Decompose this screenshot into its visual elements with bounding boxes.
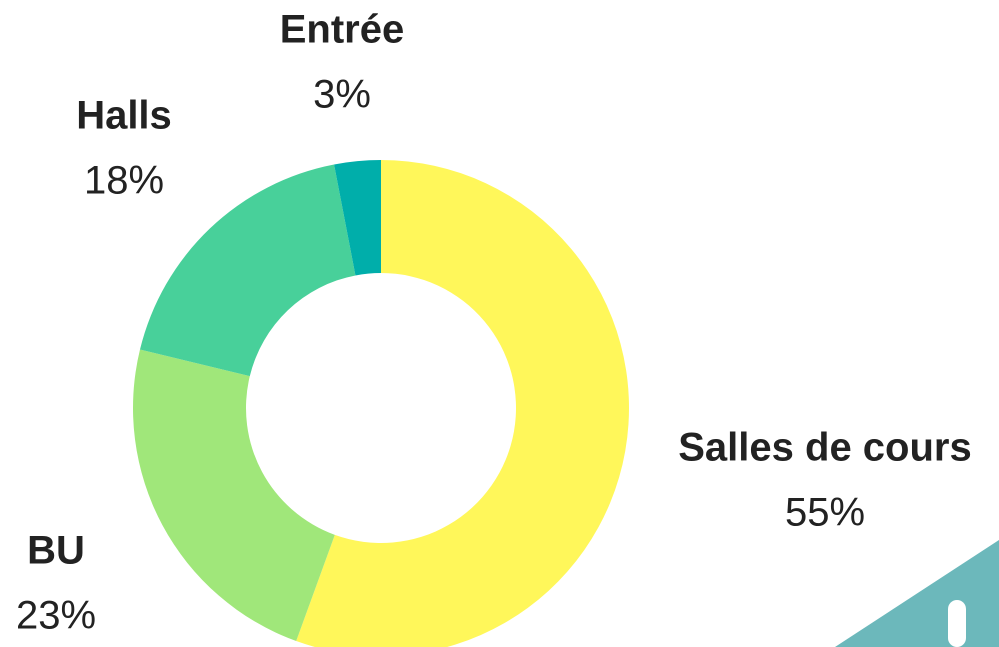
decoration: [835, 540, 999, 647]
decoration: [948, 600, 966, 647]
slice-value-label: 23%: [16, 594, 96, 638]
slice-value-label: 18%: [84, 159, 164, 203]
slice-name: Salles de cours: [678, 426, 971, 470]
slice-name: BU: [27, 529, 85, 573]
slice-value-label: 55%: [785, 491, 865, 535]
slice-name: Halls: [76, 94, 172, 138]
donut-slice: [334, 160, 381, 276]
slice-name: Entrée: [280, 8, 405, 52]
donut-slice: [133, 349, 335, 642]
donut-slice: [296, 160, 629, 647]
slice-value-label: 3%: [313, 73, 371, 117]
donut-slice: [139, 164, 356, 377]
